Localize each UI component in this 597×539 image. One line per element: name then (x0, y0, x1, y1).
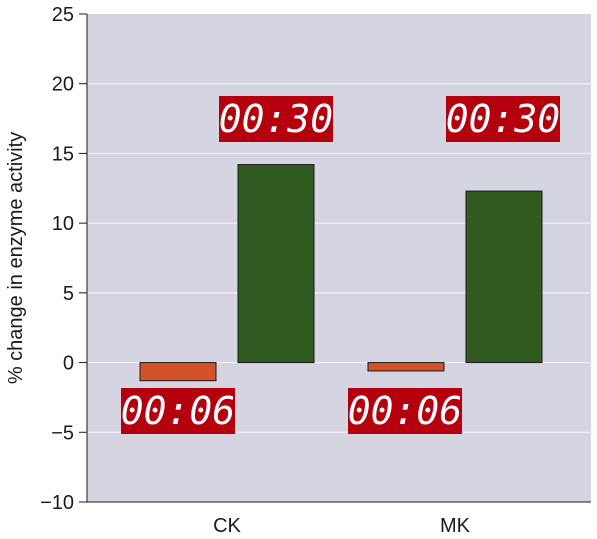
timer-badge-label: 00:06 (121, 389, 235, 433)
category-labels: CK MK (213, 515, 471, 537)
x-category-label: CK (213, 515, 241, 537)
gridlines (87, 83, 591, 433)
timer-badge-label: 00:06 (348, 389, 462, 433)
y-tick-label: 20 (52, 74, 74, 96)
timer-badge: 00:06 (348, 388, 462, 434)
timer-badge-label: 00:30 (219, 97, 333, 141)
y-axis-ticks: 25 20 15 10 5 0 −5 −10 (40, 4, 87, 514)
bar-mk-0 (367, 362, 445, 372)
timer-badge: 00:30 (446, 96, 560, 142)
y-axis-title: % change in enzyme activity (5, 132, 27, 384)
timer-labels: 00:06 00:06 00:30 00:30 (121, 96, 560, 434)
timer-badge-bg (121, 388, 235, 434)
y-tick-label: 5 (63, 283, 74, 305)
timer-badge-bg (446, 96, 560, 142)
y-tick-label: 0 (63, 353, 74, 375)
timer-badge: 00:06 (121, 388, 235, 434)
bar-ck-0 (139, 362, 217, 382)
timer-badge-bg (219, 96, 333, 142)
y-tick-label: −5 (51, 422, 74, 444)
x-category-label: MK (440, 515, 471, 537)
bars (139, 164, 543, 382)
bar-mk-1 (465, 190, 543, 364)
timer-badge-label: 00:30 (446, 97, 560, 141)
timer-badge: 00:30 (219, 96, 333, 142)
y-tick-label: −10 (40, 492, 74, 514)
y-tick-label: 15 (52, 143, 74, 165)
timer-badge-bg (348, 388, 462, 434)
y-tick-label: 25 (52, 4, 74, 26)
bar-ck-1 (237, 164, 315, 364)
y-tick-label: 10 (52, 213, 74, 235)
